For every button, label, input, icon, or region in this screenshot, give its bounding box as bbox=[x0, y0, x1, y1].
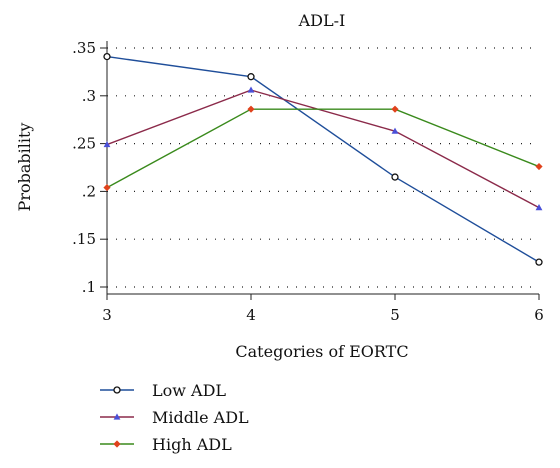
legend: Low ADL Middle ADL High ADL bbox=[100, 381, 249, 454]
legend-label: High ADL bbox=[152, 435, 232, 454]
data-point bbox=[103, 140, 111, 148]
data-point bbox=[391, 173, 399, 181]
data-point bbox=[391, 105, 399, 113]
data-point bbox=[391, 127, 399, 134]
data-point bbox=[535, 204, 543, 211]
y-tick-label: .3 bbox=[82, 87, 96, 105]
data-point bbox=[247, 86, 255, 93]
data-point bbox=[535, 162, 543, 171]
x-tick-label: 4 bbox=[246, 306, 256, 324]
chart-title: ADL-I bbox=[298, 11, 346, 30]
series-group bbox=[103, 52, 543, 266]
y-tick-label: .15 bbox=[72, 230, 96, 248]
data-point bbox=[247, 105, 255, 113]
legend-marker bbox=[113, 413, 121, 420]
y-tick-label: .35 bbox=[72, 39, 96, 57]
y-tick-label: .2 bbox=[82, 182, 96, 200]
x-tick-label: 6 bbox=[534, 306, 544, 324]
data-point bbox=[103, 52, 111, 61]
legend-marker bbox=[113, 440, 121, 448]
legend-marker bbox=[113, 386, 121, 394]
grid bbox=[107, 47, 539, 288]
series-line bbox=[106, 55, 540, 263]
axes: .1 .15 .2 .25 .3 .35 3 4 5 6 bbox=[72, 39, 544, 324]
x-tick-label: 5 bbox=[390, 306, 400, 324]
x-axis-label: Categories of EORTC bbox=[235, 342, 408, 361]
y-tick-label: .25 bbox=[72, 135, 96, 153]
x-tick-label: 3 bbox=[102, 306, 112, 324]
series-line bbox=[106, 89, 540, 209]
legend-label: Middle ADL bbox=[152, 408, 249, 427]
data-point bbox=[103, 183, 111, 192]
data-point bbox=[535, 258, 543, 266]
legend-label: Low ADL bbox=[152, 381, 226, 400]
y-tick-label: .1 bbox=[82, 278, 96, 296]
y-axis-label: Probability bbox=[15, 123, 34, 212]
data-point bbox=[247, 73, 255, 81]
series-line bbox=[106, 108, 540, 189]
